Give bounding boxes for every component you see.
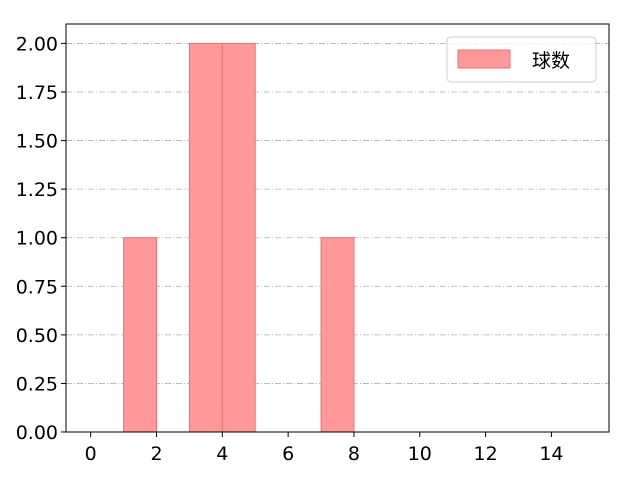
y-tick-label: 1.25 (16, 179, 58, 201)
y-tick-label: 2.00 (16, 33, 58, 55)
legend-swatch (457, 49, 511, 69)
y-tick-label: 0.00 (16, 422, 58, 444)
y-tick-label: 0.50 (16, 325, 58, 347)
x-tick-label: 14 (539, 443, 563, 465)
bars (123, 42, 355, 433)
x-tick-label: 12 (473, 443, 497, 465)
y-tick-label: 0.75 (16, 276, 58, 298)
x-tick-label: 6 (282, 443, 294, 465)
y-tick-label: 1.50 (16, 131, 58, 153)
legend: 球数 (446, 36, 597, 83)
y-axis: 0.00 0.25 0.50 0.75 1.00 1.25 1.50 1.75 2.00 (16, 33, 66, 444)
bar (123, 237, 158, 433)
legend-label: 球数 (532, 50, 570, 72)
legend-box (446, 36, 597, 83)
bar (320, 237, 355, 433)
x-tick-label: 10 (408, 443, 432, 465)
bar (188, 42, 223, 433)
x-tick-label: 8 (348, 443, 360, 465)
bar (221, 42, 256, 433)
x-tick-label: 0 (85, 443, 97, 465)
x-axis: 0 2 4 6 8 10 12 14 (85, 432, 564, 465)
y-tick-label: 0.25 (16, 373, 58, 395)
y-tick-label: 1.75 (16, 82, 58, 104)
x-tick-label: 2 (150, 443, 162, 465)
plot-frame (65, 23, 610, 433)
x-tick-label: 4 (216, 443, 228, 465)
y-tick-label: 1.00 (16, 228, 58, 250)
